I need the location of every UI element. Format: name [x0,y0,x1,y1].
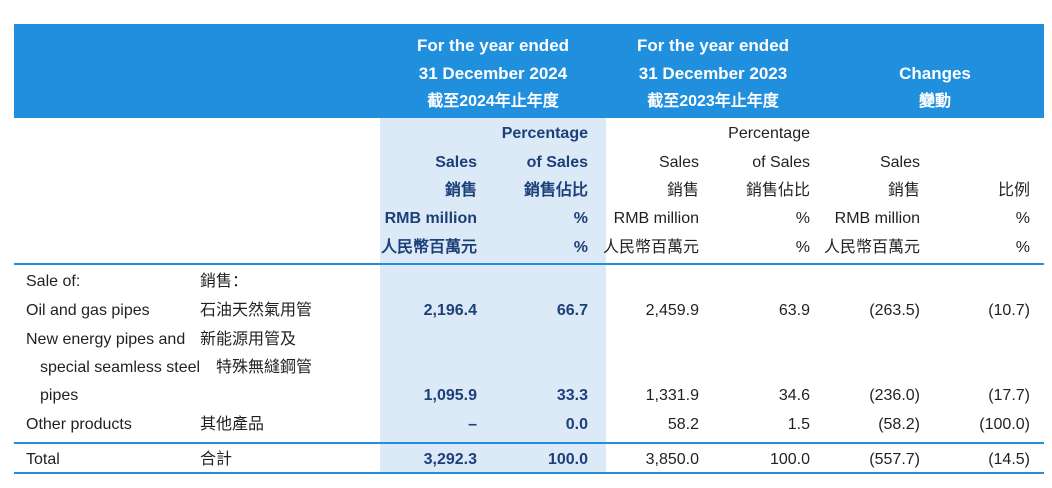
row-oil-ratio: (10.7) [988,302,1030,319]
row-oil-label-zh: 石油天然氣用管 [200,302,313,319]
row-new-energy-pct-2023: 34.6 [778,387,810,404]
header-band [14,24,1044,118]
subheader-unit-change: RMB million [834,210,920,227]
row-total-label-zh: 合計 [200,451,233,468]
row-other-change: (58.2) [878,416,920,433]
row-new-energy-label-zh-2: 特殊無縫鋼管 [216,359,313,376]
sales-table: For the year ended 31 December 2024 截至20… [14,24,1044,474]
subheader-ratio-unit-zh: % [1015,239,1030,256]
subheader-pct-2023-line2: of Sales [752,154,810,171]
bottom-rule [14,472,1044,474]
subheader-sales-2024-zh: 銷售 [444,182,477,199]
subheader-sales-change: Sales [879,154,920,171]
row-total-label: Total [26,451,60,468]
row-total-change: (557.7) [869,451,920,468]
subheader-unit-2023: RMB million [613,210,699,227]
row-oil-sales-2024: 2,196.4 [423,302,477,319]
header-2024: For the year ended 31 December 2024 截至20… [416,36,570,110]
row-total-sales-2023: 3,850.0 [645,451,699,468]
row-new-energy-label-1: New energy pipes and [26,331,186,348]
header-divider [14,263,1044,265]
subheader-unit-change-zh: 人民幣百萬元 [823,239,920,256]
subheader-ratio-unit: % [1015,210,1030,227]
subheader-sales-2023-zh: 銷售 [666,182,699,199]
row-total-sales-2024: 3,292.3 [423,451,477,468]
subheader-ratio: 比例 [997,182,1030,199]
row-oil-pct-2023: 63.9 [778,302,810,319]
row-total-ratio: (14.5) [988,451,1030,468]
row-new-energy-change: (236.0) [869,387,920,404]
subheader-unit-2023-zh: 人民幣百萬元 [602,239,699,256]
row-oil-change: (263.5) [869,302,920,319]
subheader-unit-2024-zh: 人民幣百萬元 [380,239,477,256]
total-divider [14,442,1044,444]
row-other-label: Other products [26,416,132,433]
row-new-energy-sales-2024: 1,095.9 [423,387,477,404]
row-other-label-zh: 其他產品 [200,416,265,433]
row-oil-pct-2024: 66.7 [556,302,588,319]
subheader-pct-2023-zh: 銷售佔比 [745,182,810,199]
row-new-energy-label-3: pipes [40,387,79,404]
subheader-pct-2024-line2: of Sales [526,154,588,171]
row-new-energy-pct-2024: 33.3 [556,387,588,404]
subheader-pct-2023-unit: % [795,210,810,227]
row-other-sales-2024: – [468,416,477,433]
subheader-pct-2023: Percentage [728,125,810,142]
subheader-pct-2024-unit-zh: % [573,239,588,256]
row-sale-of-label: Sale of: [26,273,81,290]
row-other-sales-2023: 58.2 [667,416,699,433]
subheader-sales-2024: Sales [435,154,477,171]
subheader-pct-2024-zh: 銷售佔比 [523,182,588,199]
row-total-pct-2023: 100.0 [769,451,810,468]
row-other-ratio: (100.0) [979,416,1030,433]
row-new-energy-ratio: (17.7) [988,387,1030,404]
subheader-sales-change-zh: 銷售 [887,182,920,199]
subheader-pct-2024: Percentage [501,125,588,142]
header-2023: For the year ended 31 December 2023 截至20… [636,36,790,110]
row-other-pct-2024: 0.0 [565,416,588,433]
row-other-pct-2023: 1.5 [787,416,810,433]
current-year-shading [380,118,606,474]
row-oil-label: Oil and gas pipes [26,302,150,319]
row-oil-sales-2023: 2,459.9 [645,302,699,319]
row-total-pct-2024: 100.0 [547,451,588,468]
row-new-energy-label-2: special seamless steel [40,359,201,376]
row-new-energy-label-zh-1: 新能源用管及 [200,331,297,348]
subheader-pct-2023-unit-zh: % [795,239,810,256]
subheader-unit-2024: RMB million [384,210,477,227]
subheader-pct-2024-unit: % [573,210,588,227]
subheader-sales-2023: Sales [658,154,699,171]
header-changes: Changes 變動 [899,64,971,110]
row-new-energy-sales-2023: 1,331.9 [645,387,699,404]
row-sale-of-label-zh: 銷售： [200,273,249,290]
